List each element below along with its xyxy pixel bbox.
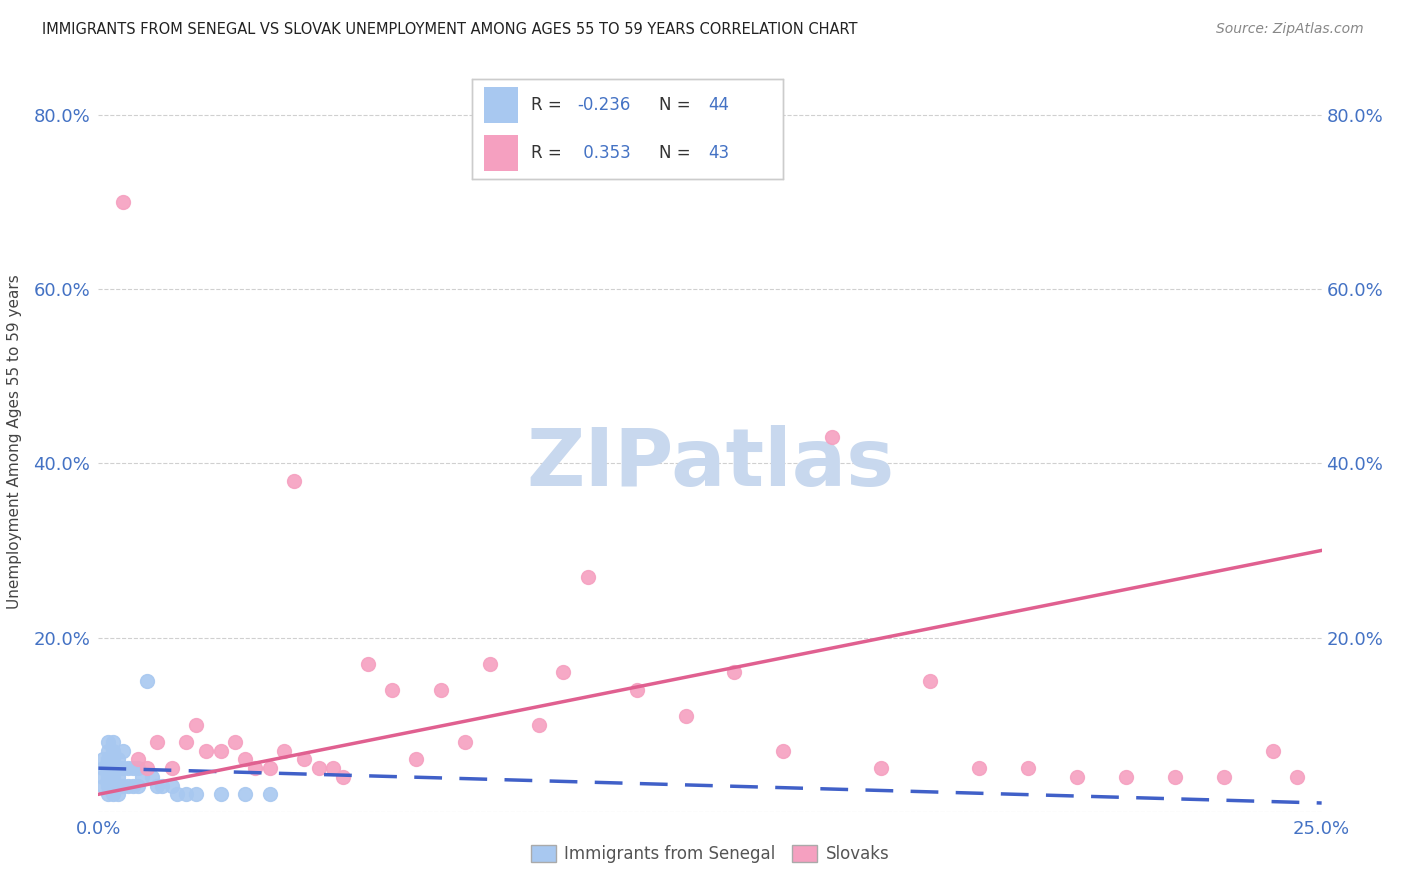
- Point: [176, 735, 198, 749]
- Point: [821, 430, 844, 444]
- Point: [273, 744, 295, 758]
- Point: [356, 657, 378, 671]
- Point: [141, 770, 163, 784]
- Point: [107, 779, 129, 793]
- Point: [97, 744, 120, 758]
- Point: [97, 779, 120, 793]
- Point: [553, 665, 575, 680]
- Point: [101, 752, 124, 766]
- Point: [107, 787, 129, 801]
- Point: [405, 752, 427, 766]
- Point: [97, 761, 120, 775]
- Point: [308, 761, 330, 775]
- Point: [195, 744, 218, 758]
- Y-axis label: Unemployment Among Ages 55 to 59 years: Unemployment Among Ages 55 to 59 years: [7, 274, 22, 609]
- Point: [136, 761, 159, 775]
- Point: [111, 761, 134, 775]
- Point: [1066, 770, 1088, 784]
- Point: [101, 779, 124, 793]
- Point: [97, 787, 120, 801]
- Point: [150, 779, 173, 793]
- Point: [146, 735, 169, 749]
- Point: [176, 787, 198, 801]
- Point: [626, 682, 648, 697]
- Point: [160, 761, 183, 775]
- Point: [91, 770, 114, 784]
- Point: [131, 770, 153, 784]
- Point: [127, 779, 149, 793]
- Point: [101, 744, 124, 758]
- Point: [527, 717, 550, 731]
- Point: [117, 761, 139, 775]
- Point: [186, 787, 208, 801]
- Point: [97, 770, 120, 784]
- Point: [1261, 744, 1284, 758]
- Point: [101, 761, 124, 775]
- Point: [675, 709, 697, 723]
- Point: [97, 735, 120, 749]
- Point: [233, 752, 256, 766]
- Point: [1017, 761, 1039, 775]
- Point: [97, 752, 120, 766]
- Point: [322, 761, 344, 775]
- Point: [101, 787, 124, 801]
- Point: [576, 569, 599, 583]
- Point: [967, 761, 990, 775]
- Point: [101, 735, 124, 749]
- Point: [107, 761, 129, 775]
- Point: [723, 665, 745, 680]
- Point: [127, 761, 149, 775]
- Point: [259, 761, 281, 775]
- Text: ZIPatlas: ZIPatlas: [526, 425, 894, 503]
- Point: [209, 744, 232, 758]
- Point: [332, 770, 354, 784]
- Text: Source: ZipAtlas.com: Source: ZipAtlas.com: [1216, 22, 1364, 37]
- Point: [117, 779, 139, 793]
- Text: IMMIGRANTS FROM SENEGAL VS SLOVAK UNEMPLOYMENT AMONG AGES 55 TO 59 YEARS CORRELA: IMMIGRANTS FROM SENEGAL VS SLOVAK UNEMPL…: [42, 22, 858, 37]
- Point: [259, 787, 281, 801]
- Point: [224, 735, 246, 749]
- Point: [160, 779, 183, 793]
- Point: [121, 761, 143, 775]
- Point: [772, 744, 794, 758]
- Point: [1164, 770, 1187, 784]
- Point: [101, 770, 124, 784]
- Point: [111, 194, 134, 209]
- Point: [91, 752, 114, 766]
- Point: [107, 752, 129, 766]
- Point: [381, 682, 404, 697]
- Point: [233, 787, 256, 801]
- Point: [920, 674, 942, 689]
- Point: [121, 779, 143, 793]
- Point: [111, 744, 134, 758]
- Point: [91, 761, 114, 775]
- Point: [127, 752, 149, 766]
- Point: [454, 735, 477, 749]
- Point: [870, 761, 893, 775]
- Point: [166, 787, 188, 801]
- Point: [1115, 770, 1137, 784]
- Legend: Immigrants from Senegal, Slovaks: Immigrants from Senegal, Slovaks: [524, 838, 896, 870]
- Point: [136, 674, 159, 689]
- Point: [292, 752, 315, 766]
- Point: [107, 770, 129, 784]
- Point: [111, 779, 134, 793]
- Point: [146, 779, 169, 793]
- Point: [1212, 770, 1234, 784]
- Point: [1286, 770, 1309, 784]
- Point: [243, 761, 266, 775]
- Point: [91, 779, 114, 793]
- Point: [283, 474, 305, 488]
- Point: [186, 717, 208, 731]
- Point: [209, 787, 232, 801]
- Point: [430, 682, 453, 697]
- Point: [478, 657, 501, 671]
